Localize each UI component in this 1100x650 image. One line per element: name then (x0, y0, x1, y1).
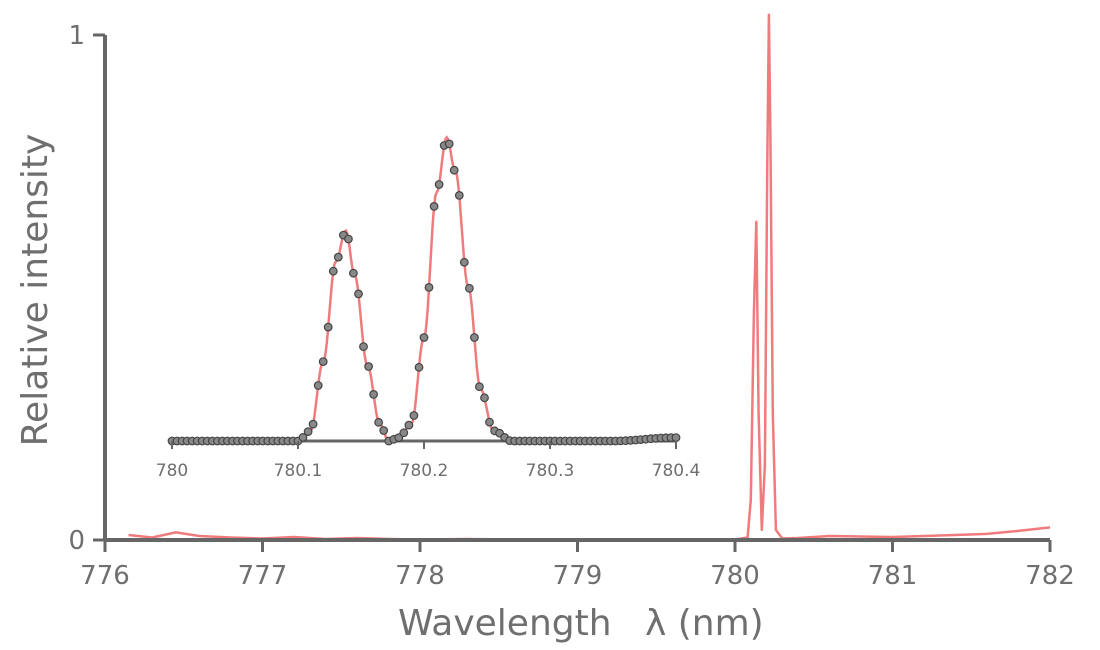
x-tick-label: 777 (238, 561, 288, 591)
inset-data-point (333, 252, 343, 262)
x-tick-label: 778 (395, 561, 445, 591)
inset-x-tick-label: 780.4 (652, 461, 701, 481)
y-tick-label: 0 (68, 526, 85, 556)
inset-data-point (429, 201, 439, 211)
inset-x-tick-label: 780.2 (400, 461, 449, 481)
inset-data-point (485, 417, 494, 427)
inset-data-point (480, 393, 489, 403)
inset-data-point (424, 283, 434, 292)
x-axis-title: Wavelength (398, 603, 612, 644)
y-axis-title: Relative intensity (15, 134, 56, 447)
inset-data-point (344, 234, 353, 244)
inset-fit-line (172, 135, 676, 443)
inset-data-point (409, 411, 419, 420)
inset-data-point (465, 283, 474, 293)
inset-x-tick-label: 780 (156, 461, 188, 481)
inset-data-point (308, 419, 318, 429)
inset-data-point (303, 427, 313, 437)
inset-data-point (328, 266, 338, 276)
inset-data-point (444, 139, 454, 149)
inset-data-point (379, 426, 389, 435)
main-series-line (128, 13, 1051, 541)
inset-data-point (449, 165, 459, 175)
inset-data-point (369, 390, 379, 399)
inset-data-point (459, 257, 469, 267)
inset-plot (167, 135, 681, 449)
inset-data-point (475, 382, 484, 392)
x-axis-title-symbol: λ (nm) (645, 603, 764, 644)
inset-data-point (414, 362, 424, 372)
inset-data-point (454, 190, 464, 200)
inset-x-tick-label: 780.3 (526, 461, 575, 481)
inset-data-point (323, 322, 333, 332)
x-tick-label: 779 (553, 561, 603, 591)
x-tick-label: 782 (1025, 561, 1075, 591)
x-tick-label: 780 (710, 561, 760, 591)
x-tick-label: 776 (80, 561, 130, 591)
y-tick-label: 1 (68, 21, 85, 51)
inset-x-tick-label: 780.1 (274, 461, 323, 481)
main-x-tick-labels: 776 777 778 779 780 781 782 (80, 561, 1075, 591)
inset-data-point (349, 268, 358, 278)
x-tick-label: 781 (868, 561, 918, 591)
inset-data-point (419, 333, 429, 342)
inset-data-point (374, 417, 384, 427)
inset-data-point (434, 180, 444, 189)
inset-data-point (359, 342, 368, 352)
inset-data-point (318, 357, 328, 367)
inset-data-point (354, 289, 363, 299)
inset-data-point (470, 333, 479, 342)
main-y-tick-labels: 01 (68, 21, 85, 556)
main-plot (93, 13, 1052, 552)
inset-data-point (313, 381, 323, 390)
inset-data-point (298, 433, 308, 442)
inset-data-point (404, 420, 414, 430)
inset-x-tick-labels: 780 780.1 780.2 780.3 780.4 (156, 461, 701, 481)
inset-data-point (671, 433, 681, 443)
inset-data-point (364, 362, 374, 371)
inset-data-point (399, 428, 409, 438)
